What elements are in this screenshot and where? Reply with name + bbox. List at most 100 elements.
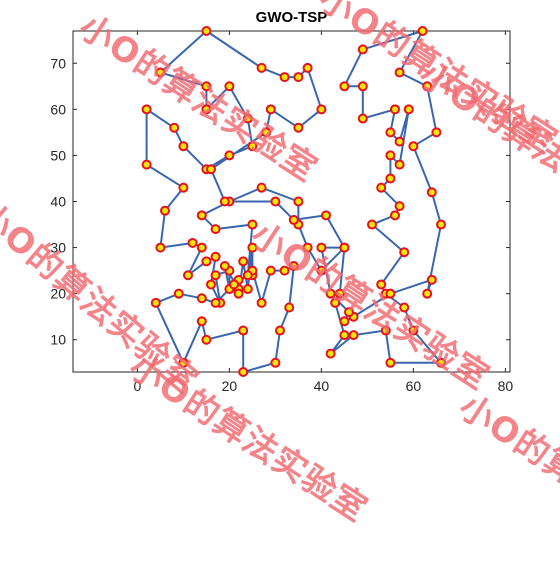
city-point (339, 330, 350, 341)
city-point (196, 316, 207, 327)
x-tick-label: 0 (134, 378, 142, 394)
city-point (325, 348, 336, 359)
city-point (344, 307, 354, 318)
city-point (385, 173, 396, 184)
city-point (367, 219, 377, 230)
city-point (270, 196, 281, 207)
city-point (316, 242, 327, 253)
city-point (183, 270, 193, 281)
city-point (339, 316, 350, 327)
city-point (436, 357, 446, 368)
city-point (229, 279, 239, 290)
city-point (385, 127, 396, 138)
city-point (426, 274, 437, 285)
city-layer (141, 26, 446, 377)
city-point (426, 187, 437, 198)
city-point (224, 81, 235, 92)
city-point (302, 242, 313, 253)
city-point (357, 44, 368, 55)
city-point (201, 81, 212, 92)
city-point (196, 242, 207, 253)
city-point (155, 242, 166, 253)
city-point (321, 210, 331, 221)
city-point (293, 72, 304, 83)
city-point (270, 357, 281, 368)
city-point (302, 62, 313, 73)
chart-figure: GWO-TSP 0 20 40 60 80 10 20 30 40 50 60 70 (50, 9, 513, 394)
city-point (436, 219, 446, 230)
city-point (247, 219, 258, 230)
city-point (316, 265, 327, 276)
city-point (385, 288, 396, 299)
city-point (376, 279, 387, 290)
plot-area (72, 30, 511, 373)
city-point (339, 81, 350, 92)
city-point (422, 81, 433, 92)
city-point (408, 325, 419, 336)
city-point (178, 141, 189, 152)
city-point (357, 81, 368, 92)
x-tick-label: 80 (498, 378, 514, 394)
city-point (196, 293, 207, 304)
city-point (279, 265, 290, 276)
y-tick-label: 10 (50, 332, 66, 348)
city-point (201, 334, 212, 345)
city-point (219, 196, 230, 207)
x-tick-label: 20 (222, 378, 238, 394)
city-point (390, 104, 400, 115)
city-point (141, 104, 152, 115)
city-point (339, 242, 350, 253)
city-point (150, 297, 161, 308)
city-point (256, 62, 267, 73)
city-point (261, 127, 272, 138)
city-point (201, 104, 212, 115)
city-point (265, 265, 276, 276)
city-point (238, 256, 249, 267)
city-point (210, 270, 221, 281)
city-point (201, 26, 212, 36)
city-point (357, 113, 368, 124)
city-point (380, 325, 391, 336)
city-point (178, 357, 189, 368)
city-point (390, 210, 400, 221)
city-point (265, 104, 276, 115)
city-point (417, 26, 428, 36)
city-point (233, 288, 244, 299)
city-point (247, 141, 258, 152)
city-point (385, 150, 396, 161)
axis-ticks: 0 20 40 60 80 10 20 30 40 50 60 70 (50, 31, 513, 394)
city-point (173, 288, 184, 299)
city-point (275, 325, 285, 336)
city-point (288, 214, 299, 225)
city-point (247, 242, 258, 253)
city-point (284, 302, 295, 313)
city-point (431, 127, 442, 138)
city-point (394, 201, 405, 212)
y-tick-label: 70 (50, 55, 66, 71)
city-point (256, 297, 267, 308)
city-point (206, 164, 216, 175)
city-point (201, 256, 212, 267)
city-point (403, 104, 414, 115)
city-point (394, 159, 405, 170)
city-point (399, 302, 410, 313)
city-point (399, 247, 410, 258)
city-point (178, 182, 189, 193)
city-point (169, 122, 180, 133)
y-tick-label: 50 (50, 147, 66, 163)
city-point (376, 182, 387, 193)
city-point (325, 288, 336, 299)
city-point (348, 330, 359, 341)
city-point (242, 113, 253, 124)
x-tick-label: 40 (314, 378, 330, 394)
city-point (187, 237, 198, 248)
city-point (288, 261, 299, 272)
city-point (293, 196, 304, 207)
city-point (210, 251, 221, 262)
city-point (256, 182, 267, 193)
city-point (238, 367, 249, 377)
y-tick-label: 30 (50, 240, 66, 256)
city-point (141, 159, 152, 170)
city-point (408, 141, 419, 152)
city-point (210, 297, 221, 308)
